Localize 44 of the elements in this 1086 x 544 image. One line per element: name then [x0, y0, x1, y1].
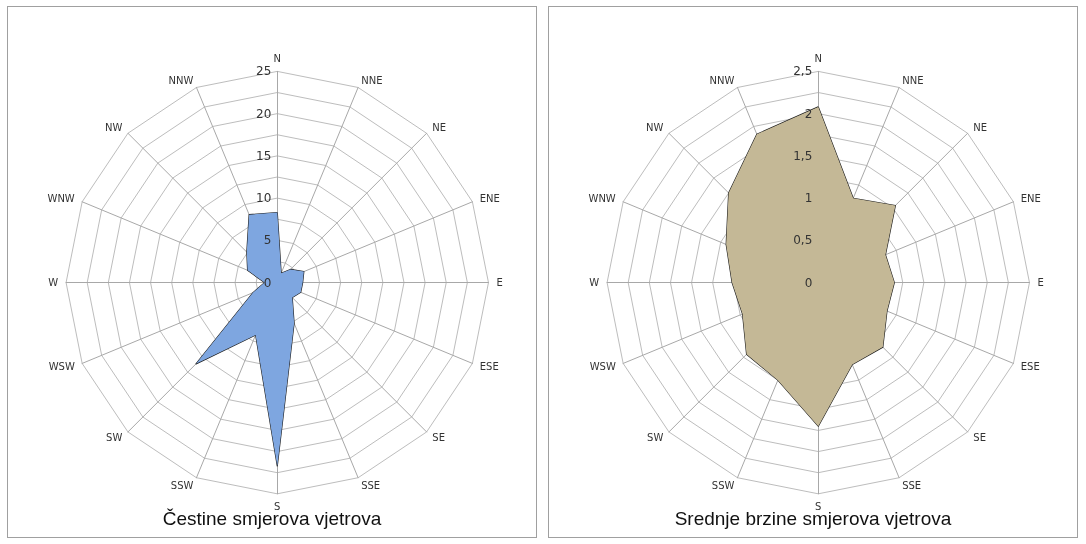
y-tick-label: 15	[256, 148, 272, 163]
spoke-label: ENE	[1020, 193, 1041, 205]
spoke-label: SW	[647, 432, 664, 444]
spoke-label: NNW	[709, 74, 735, 86]
spoke-label: NE	[432, 122, 447, 134]
y-tick-label: 2,5	[793, 64, 813, 79]
spoke-label: NNE	[361, 74, 383, 86]
spoke-label: NW	[104, 122, 123, 134]
spoke-label: SSE	[361, 479, 381, 491]
spoke-label: SE	[432, 432, 445, 444]
spoke-label: SSW	[170, 479, 194, 491]
spoke-label: SSW	[711, 479, 735, 491]
y-tick-label: 0,5	[793, 233, 813, 248]
y-tick-label: 1	[804, 191, 813, 206]
spoke-label: NNW	[168, 74, 194, 86]
spoke-label: WSW	[48, 360, 75, 372]
y-tick-label: 0	[804, 275, 813, 290]
y-tick-label: 10	[256, 191, 272, 206]
spoke-label: NE	[973, 122, 988, 134]
y-tick-label: 5	[263, 233, 272, 248]
spoke-label: N	[814, 52, 823, 64]
spoke-label: S	[815, 501, 822, 513]
spoke-label: S	[274, 501, 281, 513]
spoke-label: E	[1037, 277, 1044, 289]
y-tick-label: 20	[256, 106, 272, 121]
spoke-label: N	[273, 52, 282, 64]
spoke-label: SW	[106, 432, 123, 444]
spoke-label: SE	[973, 432, 986, 444]
y-tick-label: 25	[256, 64, 272, 79]
y-tick-label: 2	[804, 106, 813, 121]
spoke-label: NW	[645, 122, 664, 134]
spoke-label: W	[48, 277, 59, 289]
spoke-label: WSW	[589, 360, 616, 372]
spoke-label: WNW	[588, 193, 616, 205]
spoke-label: W	[589, 277, 600, 289]
spoke-label: ESE	[479, 360, 499, 372]
spoke-label: E	[496, 277, 503, 289]
spoke-label: SSE	[902, 479, 922, 491]
y-tick-label: 1,5	[793, 148, 813, 163]
y-tick-label: 0	[263, 275, 272, 290]
spoke-label: ENE	[479, 193, 500, 205]
spoke-label: NNE	[902, 74, 924, 86]
spoke-label: WNW	[47, 193, 75, 205]
spoke-label: ESE	[1020, 360, 1040, 372]
